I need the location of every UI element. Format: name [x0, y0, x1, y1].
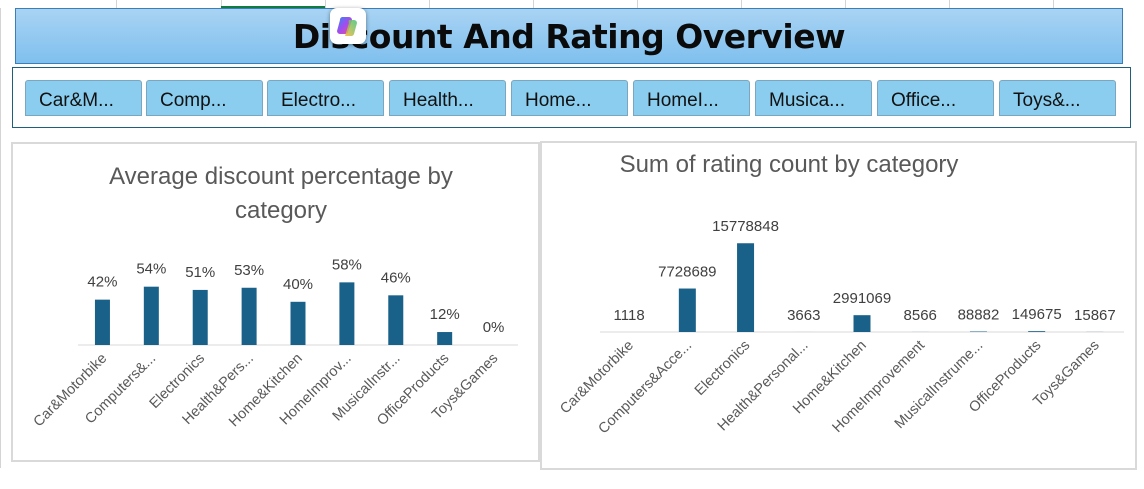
slicer-item-office[interactable]: Office...: [877, 80, 994, 116]
data-label: 1118: [614, 307, 645, 324]
data-label: 2991069: [833, 290, 891, 307]
data-label: 12%: [430, 306, 460, 323]
slicer-item-home-improvement[interactable]: HomeI...: [633, 80, 750, 116]
slicer-item-computers[interactable]: Comp...: [146, 80, 263, 116]
bar: [388, 295, 404, 345]
bar: [290, 301, 306, 345]
bar: [437, 332, 453, 345]
data-label: 53%: [234, 262, 264, 279]
selected-cell-indicator: [221, 0, 325, 8]
data-label: 0%: [483, 319, 505, 336]
bar: [1028, 331, 1046, 332]
slicer-item-musical[interactable]: Musica...: [755, 80, 872, 116]
data-label: 46%: [381, 269, 411, 286]
bar: [143, 286, 159, 345]
bar: [737, 243, 755, 332]
title-banner: Discount And Rating Overview: [15, 8, 1123, 64]
sheet-gridline: [0, 8, 1, 468]
data-label: 15778848: [712, 218, 779, 235]
bar: [241, 287, 257, 345]
slicer-item-car-motorbike[interactable]: Car&M...: [25, 80, 142, 116]
chart-title: category: [235, 197, 327, 224]
data-label: 40%: [283, 276, 313, 293]
slicer-item-electronics[interactable]: Electro...: [267, 80, 384, 116]
slicer-item-health[interactable]: Health...: [389, 80, 506, 116]
data-label: 42%: [87, 274, 117, 291]
bar: [678, 288, 696, 332]
discount-chart: Average discount percentage by category 42…: [31, 163, 518, 430]
data-label: 54%: [136, 261, 166, 278]
slicer-item-toys[interactable]: Toys&...: [999, 80, 1116, 116]
category-slicer: Car&M... Comp... Electro... Health... Ho…: [12, 67, 1131, 128]
data-label: 51%: [185, 264, 215, 281]
chart-title: Average discount percentage by: [109, 163, 453, 190]
data-label: 149675: [1012, 306, 1062, 323]
data-label: 3663: [787, 307, 820, 324]
slicer-item-home[interactable]: Home...: [511, 80, 628, 116]
bar: [94, 299, 110, 345]
rating-count-chart: Sum of rating count by category1118Car&M…: [557, 151, 1124, 437]
rating-chart-panel[interactable]: Sum of rating count by category 1118 Car&M…: [540, 141, 1137, 470]
bar: [192, 289, 208, 345]
sheet-column-strip: [0, 0, 1144, 8]
data-label: 7728689: [658, 264, 716, 281]
chart-title: Sum of rating count by category: [620, 151, 959, 178]
data-label: 15867: [1074, 307, 1116, 324]
copilot-icon[interactable]: [330, 8, 366, 44]
tick-label: Electronics: [692, 338, 753, 399]
data-label: 58%: [332, 256, 362, 273]
bar: [339, 282, 355, 345]
dashboard-title: Discount And Rating Overview: [292, 16, 846, 56]
discount-chart-panel[interactable]: Average discount percentage by category 42…: [11, 142, 540, 462]
bar: [853, 315, 871, 332]
data-label: 8566: [904, 307, 937, 324]
data-label: 88882: [958, 307, 1000, 324]
